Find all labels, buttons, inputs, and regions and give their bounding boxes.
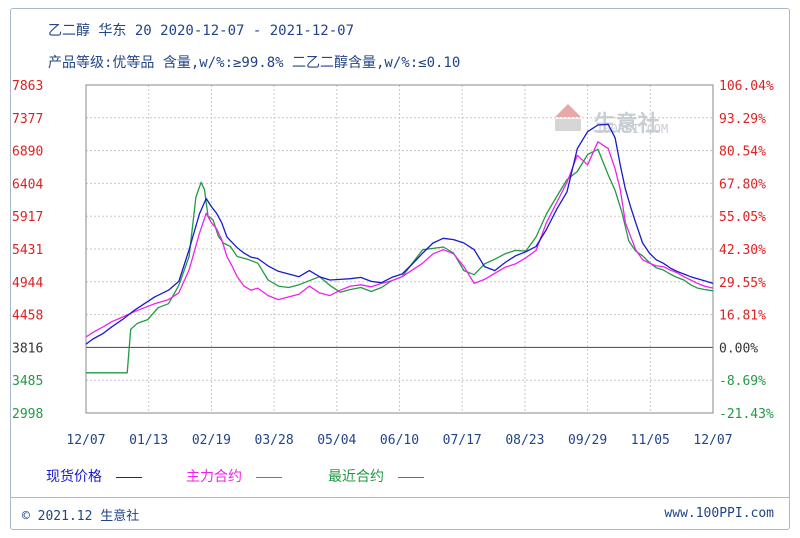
y-right-tick-label: -21.43% [719,407,774,422]
footer-divider [10,497,790,498]
plot-border [85,84,714,414]
x-tick-label: 05/04 [317,433,356,448]
y-axis-left: 7863 7377 6890 6404 5917 5431 4944 4458 3816 3485… [12,79,43,422]
y-left-tick-label: 6890 [12,145,43,160]
y-right-tick-label: 80.54% [719,145,766,160]
chart-series [85,123,714,374]
chart-subtitle: 产品等级:优等品 含量,w/%:≥99.8% 二乙二醇含量,w/%:≤0.10 [48,55,461,71]
y-right-tick-label: 29.55% [719,276,766,291]
y-left-tick-label: 4944 [12,276,43,291]
x-tick-label: 12/07 [693,433,732,448]
legend-spot: 现货价格 [46,466,143,486]
legend-label-spot: 现货价格 [46,469,102,485]
x-tick-label: 02/19 [192,433,231,448]
x-tick-label: 01/13 [129,433,168,448]
legend-label-near: 最近合约 [328,469,384,485]
plot-area [85,84,714,414]
y-left-tick-label: 2998 [12,407,43,422]
x-tick-label: 08/23 [505,433,544,448]
footer-copyright: © 2021.12 生意社 [22,509,140,524]
series-line-spot [85,123,714,345]
y-left-tick-label: 5917 [12,210,43,225]
x-tick-label: 07/17 [443,433,482,448]
x-tick-label: 11/05 [631,433,670,448]
y-left-tick-label: 7377 [12,112,43,127]
x-axis: 12/07 01/13 02/19 03/28 05/04 06/10 07/17 08/23… [66,433,732,448]
logo-icon [555,104,581,131]
legend-swatch-main [256,476,283,478]
y-axis-right: 106.04% 93.29% 80.54% 67.80% 55.05% 42.30% 29.… [719,79,774,422]
y-left-tick-label: 7863 [12,79,43,94]
series-line-main [85,141,714,338]
y-left-tick-label: 4458 [12,309,43,324]
legend-swatch-spot [116,476,143,478]
y-right-tick-label: 16.81% [719,309,766,324]
x-tick-label: 03/28 [255,433,294,448]
y-left-tick-label: 3485 [12,374,43,389]
y-right-tick-label: -8.69% [719,374,766,389]
y-right-tick-label: 55.05% [719,210,766,225]
chart-grid [85,84,714,414]
x-tick-label: 12/07 [66,433,105,448]
legend-label-main: 主力合约 [186,469,242,485]
legend-swatch-near [398,476,425,478]
y-right-tick-label: 106.04% [719,79,774,94]
watermark-logo: 生意社 [550,95,660,138]
y-left-tick-label: 5431 [12,243,43,258]
x-tick-label: 06/10 [380,433,419,448]
y-right-tick-label: 67.80% [719,177,766,192]
y-right-tick-label: 0.00% [719,341,758,356]
x-tick-label: 09/29 [568,433,607,448]
legend-near: 最近合约 [328,466,425,486]
y-right-tick-label: 93.29% [719,112,766,127]
chart-title: 乙二醇 华东 20 2020-12-07 - 2021-12-07 [48,23,355,39]
y-left-tick-label: 3816 [12,341,43,356]
legend-main: 主力合约 [186,466,283,486]
y-left-tick-label: 6404 [12,177,43,192]
footer-site-link[interactable]: www.100PPI.com [664,506,774,521]
y-right-tick-label: 42.30% [719,243,766,258]
